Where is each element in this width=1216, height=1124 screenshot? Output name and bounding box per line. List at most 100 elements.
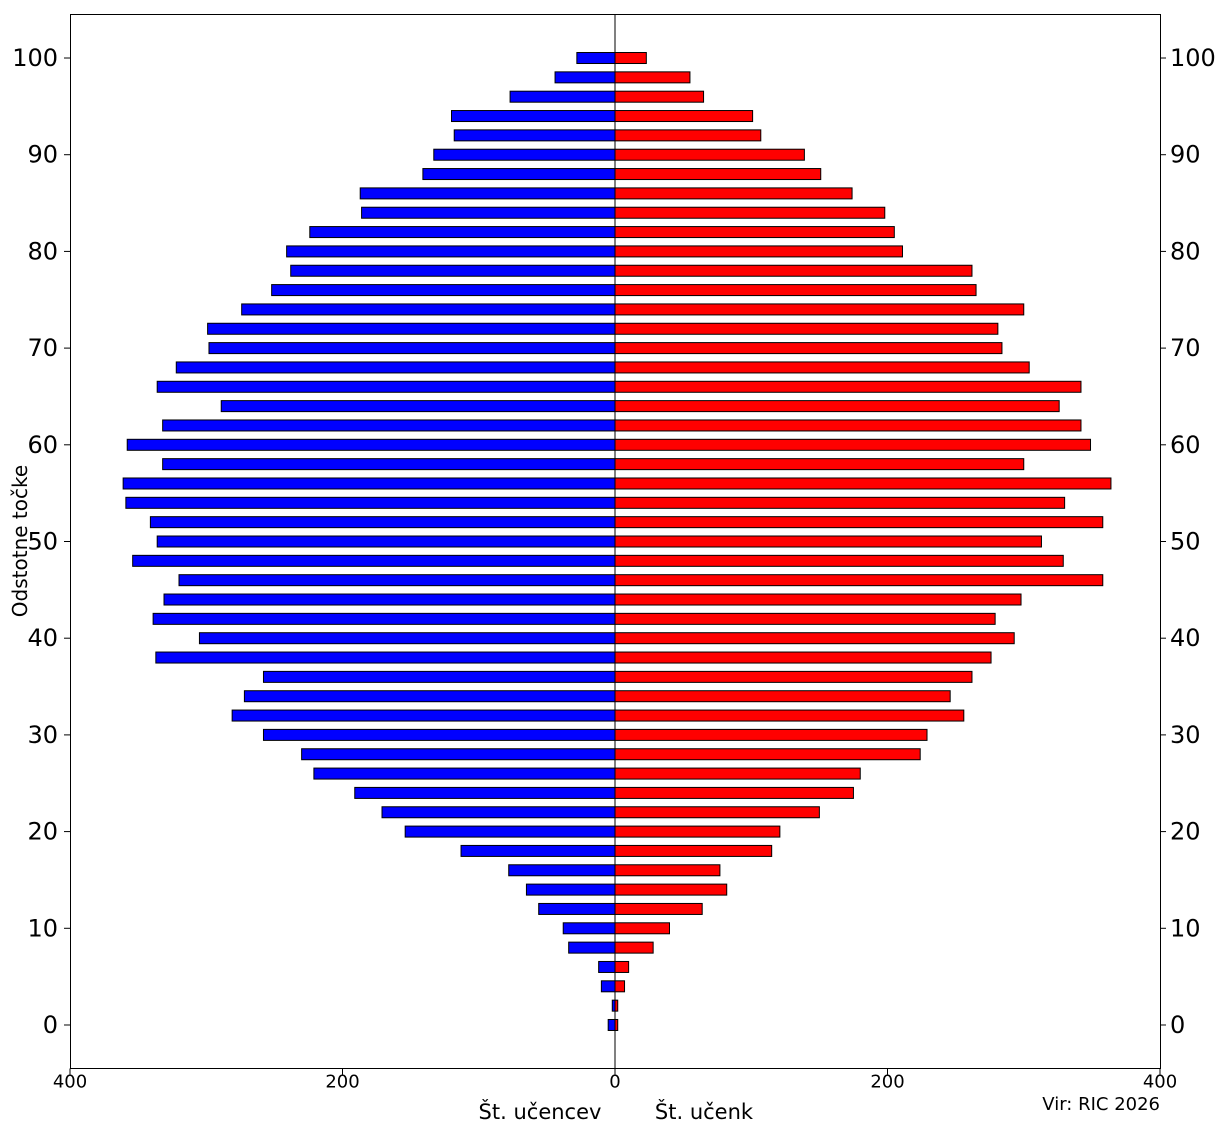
series-right-bars	[614, 52, 1112, 1031]
bar-right	[614, 226, 895, 239]
bar-right	[614, 380, 1082, 393]
bar-right	[614, 535, 1042, 548]
bar-left	[126, 438, 616, 451]
bar-right	[614, 922, 670, 935]
bar-left	[313, 767, 616, 780]
bar-right	[614, 786, 854, 799]
bar-left	[562, 922, 616, 935]
y-tick-label: 50	[1170, 528, 1201, 556]
bar-right	[614, 767, 861, 780]
bar-right	[614, 322, 999, 335]
bar-right	[614, 593, 1022, 606]
bar-right	[614, 400, 1060, 413]
bar-right	[614, 574, 1104, 587]
bar-right	[614, 71, 691, 84]
bar-right	[614, 844, 773, 857]
bar-right	[614, 284, 977, 297]
bar-right	[614, 496, 1066, 509]
bar-right	[614, 90, 705, 103]
y-tick-label: 70	[27, 334, 58, 362]
bar-right	[614, 902, 703, 915]
bar-right	[614, 206, 886, 219]
bar-left	[576, 52, 616, 65]
y-ticks-left: 0 10 20 30 40 50 60 70 80 90 100	[12, 44, 70, 1039]
bar-right	[614, 651, 992, 664]
y-axis-label: Odstotne točke	[8, 465, 32, 617]
bar-right	[614, 110, 754, 123]
y-tick-label: 50	[27, 528, 58, 556]
bar-left	[243, 690, 616, 703]
y-tick-label: 10	[27, 914, 58, 942]
y-tick-label: 30	[1170, 721, 1201, 749]
y-tick-label: 40	[1170, 624, 1201, 652]
bar-left	[568, 941, 616, 954]
bar-right	[614, 1018, 619, 1031]
bar-right	[614, 670, 973, 683]
bar-left	[460, 844, 616, 857]
y-tick-label: 30	[27, 721, 58, 749]
y-tick-label: 90	[1170, 141, 1201, 169]
bar-left	[262, 728, 616, 741]
bar-left	[156, 535, 616, 548]
bar-left	[241, 303, 616, 316]
bar-right	[614, 941, 654, 954]
bar-right	[614, 864, 721, 877]
bar-left	[155, 651, 616, 664]
bar-left	[508, 864, 616, 877]
bar-left	[433, 148, 616, 161]
bar-left	[198, 632, 616, 645]
bar-left	[422, 168, 616, 181]
bar-right	[614, 806, 820, 819]
bar-left	[178, 574, 616, 587]
bar-right	[614, 748, 921, 761]
bar-left	[231, 709, 616, 722]
bar-right	[614, 168, 822, 181]
bar-right	[614, 129, 762, 142]
y-tick-label: 80	[27, 237, 58, 265]
x-tick-label: 200	[325, 1072, 359, 1093]
bar-left	[451, 110, 616, 123]
bar-left	[286, 245, 616, 258]
y-tick-label: 0	[1170, 1011, 1185, 1039]
x-axis-label-right: Št. učenk	[655, 1099, 754, 1124]
bar-left	[152, 612, 616, 625]
bar-right	[614, 728, 928, 741]
bar-left	[208, 342, 616, 355]
x-tick-label: 200	[870, 1072, 904, 1093]
bar-right	[614, 960, 630, 973]
bar-left	[301, 748, 616, 761]
bar-right	[614, 438, 1092, 451]
y-tick-label: 60	[1170, 431, 1201, 459]
y-tick-label: 0	[43, 1011, 58, 1039]
y-ticks-right: 0 10 20 30 40 50 60 70 80 90 100	[1160, 44, 1216, 1039]
x-tick-label: 0	[609, 1072, 620, 1093]
bar-left	[132, 554, 616, 567]
bar-right	[614, 245, 903, 258]
bar-left	[554, 71, 616, 84]
y-tick-label: 100	[1170, 44, 1216, 72]
bar-left	[162, 458, 616, 471]
bar-left	[175, 361, 616, 374]
bar-right	[614, 477, 1112, 490]
bar-right	[614, 999, 619, 1012]
bar-right	[614, 342, 1003, 355]
bar-left	[607, 1018, 616, 1031]
bar-left	[525, 883, 616, 896]
bar-left	[354, 786, 616, 799]
y-tick-label: 20	[1170, 818, 1201, 846]
bar-left	[220, 400, 616, 413]
bar-left	[162, 419, 616, 432]
bar-left	[290, 264, 616, 277]
bar-left	[149, 516, 616, 529]
bar-right	[614, 690, 951, 703]
y-tick-label: 100	[12, 44, 58, 72]
bar-right	[614, 148, 805, 161]
y-tick-label: 60	[27, 431, 58, 459]
bar-left	[453, 129, 616, 142]
bar-right	[614, 980, 626, 993]
bar-left	[359, 187, 616, 200]
y-tick-label: 80	[1170, 237, 1201, 265]
bar-right	[614, 632, 1015, 645]
bar-left	[381, 806, 616, 819]
bar-left	[361, 206, 616, 219]
